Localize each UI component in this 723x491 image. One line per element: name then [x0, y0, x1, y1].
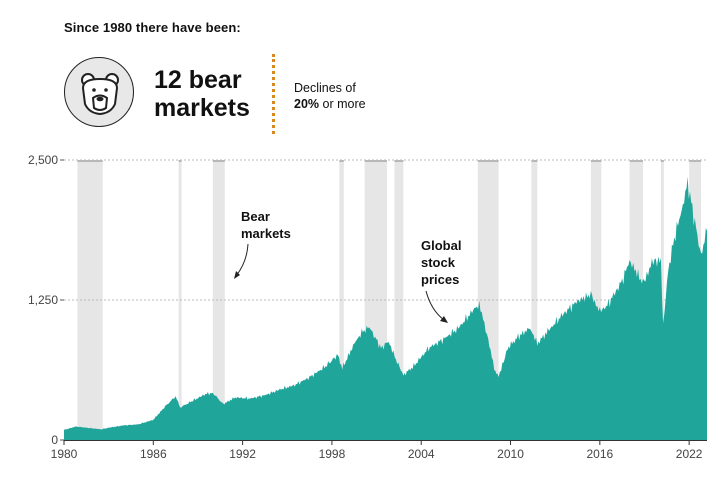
anno-stock-line-3: prices: [421, 272, 459, 287]
x-tick-label-1986: 1986: [140, 447, 167, 461]
x-tick-label-2022: 2022: [676, 447, 703, 461]
global-stock-price-area: [64, 176, 707, 440]
bear-icon: [64, 57, 134, 127]
annotation-bear-markets: Bear markets: [241, 209, 291, 241]
y-tick-label-1,250: 1,250: [28, 293, 58, 307]
bear-market-band-top-6: [394, 160, 404, 162]
bear-market-band-top-3: [212, 160, 225, 162]
bear-market-band-top-8: [531, 160, 538, 162]
bear-market-band-top-11: [660, 160, 664, 162]
anno-bear-arrowhead: [234, 271, 240, 279]
desc-rest: or more: [319, 97, 366, 111]
bear-market-band-11: [660, 160, 664, 440]
anno-stock-line-2: stock: [421, 255, 456, 270]
bear-market-band-top-5: [364, 160, 387, 162]
bear-market-band-top-4: [339, 160, 344, 162]
bear-market-band-top-1: [77, 160, 103, 162]
anno-bear-line-1: Bear: [241, 209, 270, 224]
intro-heading: Since 1980 there have been:: [64, 20, 241, 35]
bear-market-band-8: [531, 160, 538, 440]
x-tick-label-1992: 1992: [229, 447, 256, 461]
x-tick-label-2004: 2004: [408, 447, 435, 461]
bear-market-band-top-9: [590, 160, 602, 162]
x-tick-label-2010: 2010: [497, 447, 524, 461]
y-tick-label-0: 0: [51, 433, 58, 447]
desc-line-1: Declines of: [294, 81, 356, 95]
desc-bold-value: 20%: [294, 97, 320, 111]
bear-market-band-top-7: [477, 160, 499, 162]
anno-stock-arrow-line: [425, 290, 445, 321]
desc-line-2: 20% or more: [294, 96, 366, 112]
anno-bear-line-2: markets: [241, 226, 291, 241]
bear-market-band-top-10: [629, 160, 643, 162]
anno-stock-line-1: Global: [421, 238, 461, 253]
anno-bear-arrow-line: [235, 243, 249, 277]
bear-market-band-top-2: [178, 160, 182, 162]
bear-market-count: 12 bear markets: [154, 66, 250, 122]
count-line-1: 12 bear: [154, 66, 242, 94]
bear-market-band-6: [394, 160, 404, 440]
annotation-global-stock-prices: Global stock prices: [421, 238, 465, 287]
bear-market-band-top-12: [689, 160, 702, 162]
y-tick-label-2,500: 2,500: [28, 153, 58, 167]
anno-stock-arrowhead: [440, 316, 448, 323]
x-tick-label-1998: 1998: [319, 447, 346, 461]
dotted-divider: [272, 54, 275, 134]
decline-description: Declines of 20% or more: [294, 80, 366, 112]
bear-market-band-3: [212, 160, 225, 440]
count-line-2: markets: [154, 94, 250, 122]
x-tick-label-2016: 2016: [586, 447, 613, 461]
x-tick-label-1980: 1980: [51, 447, 78, 461]
